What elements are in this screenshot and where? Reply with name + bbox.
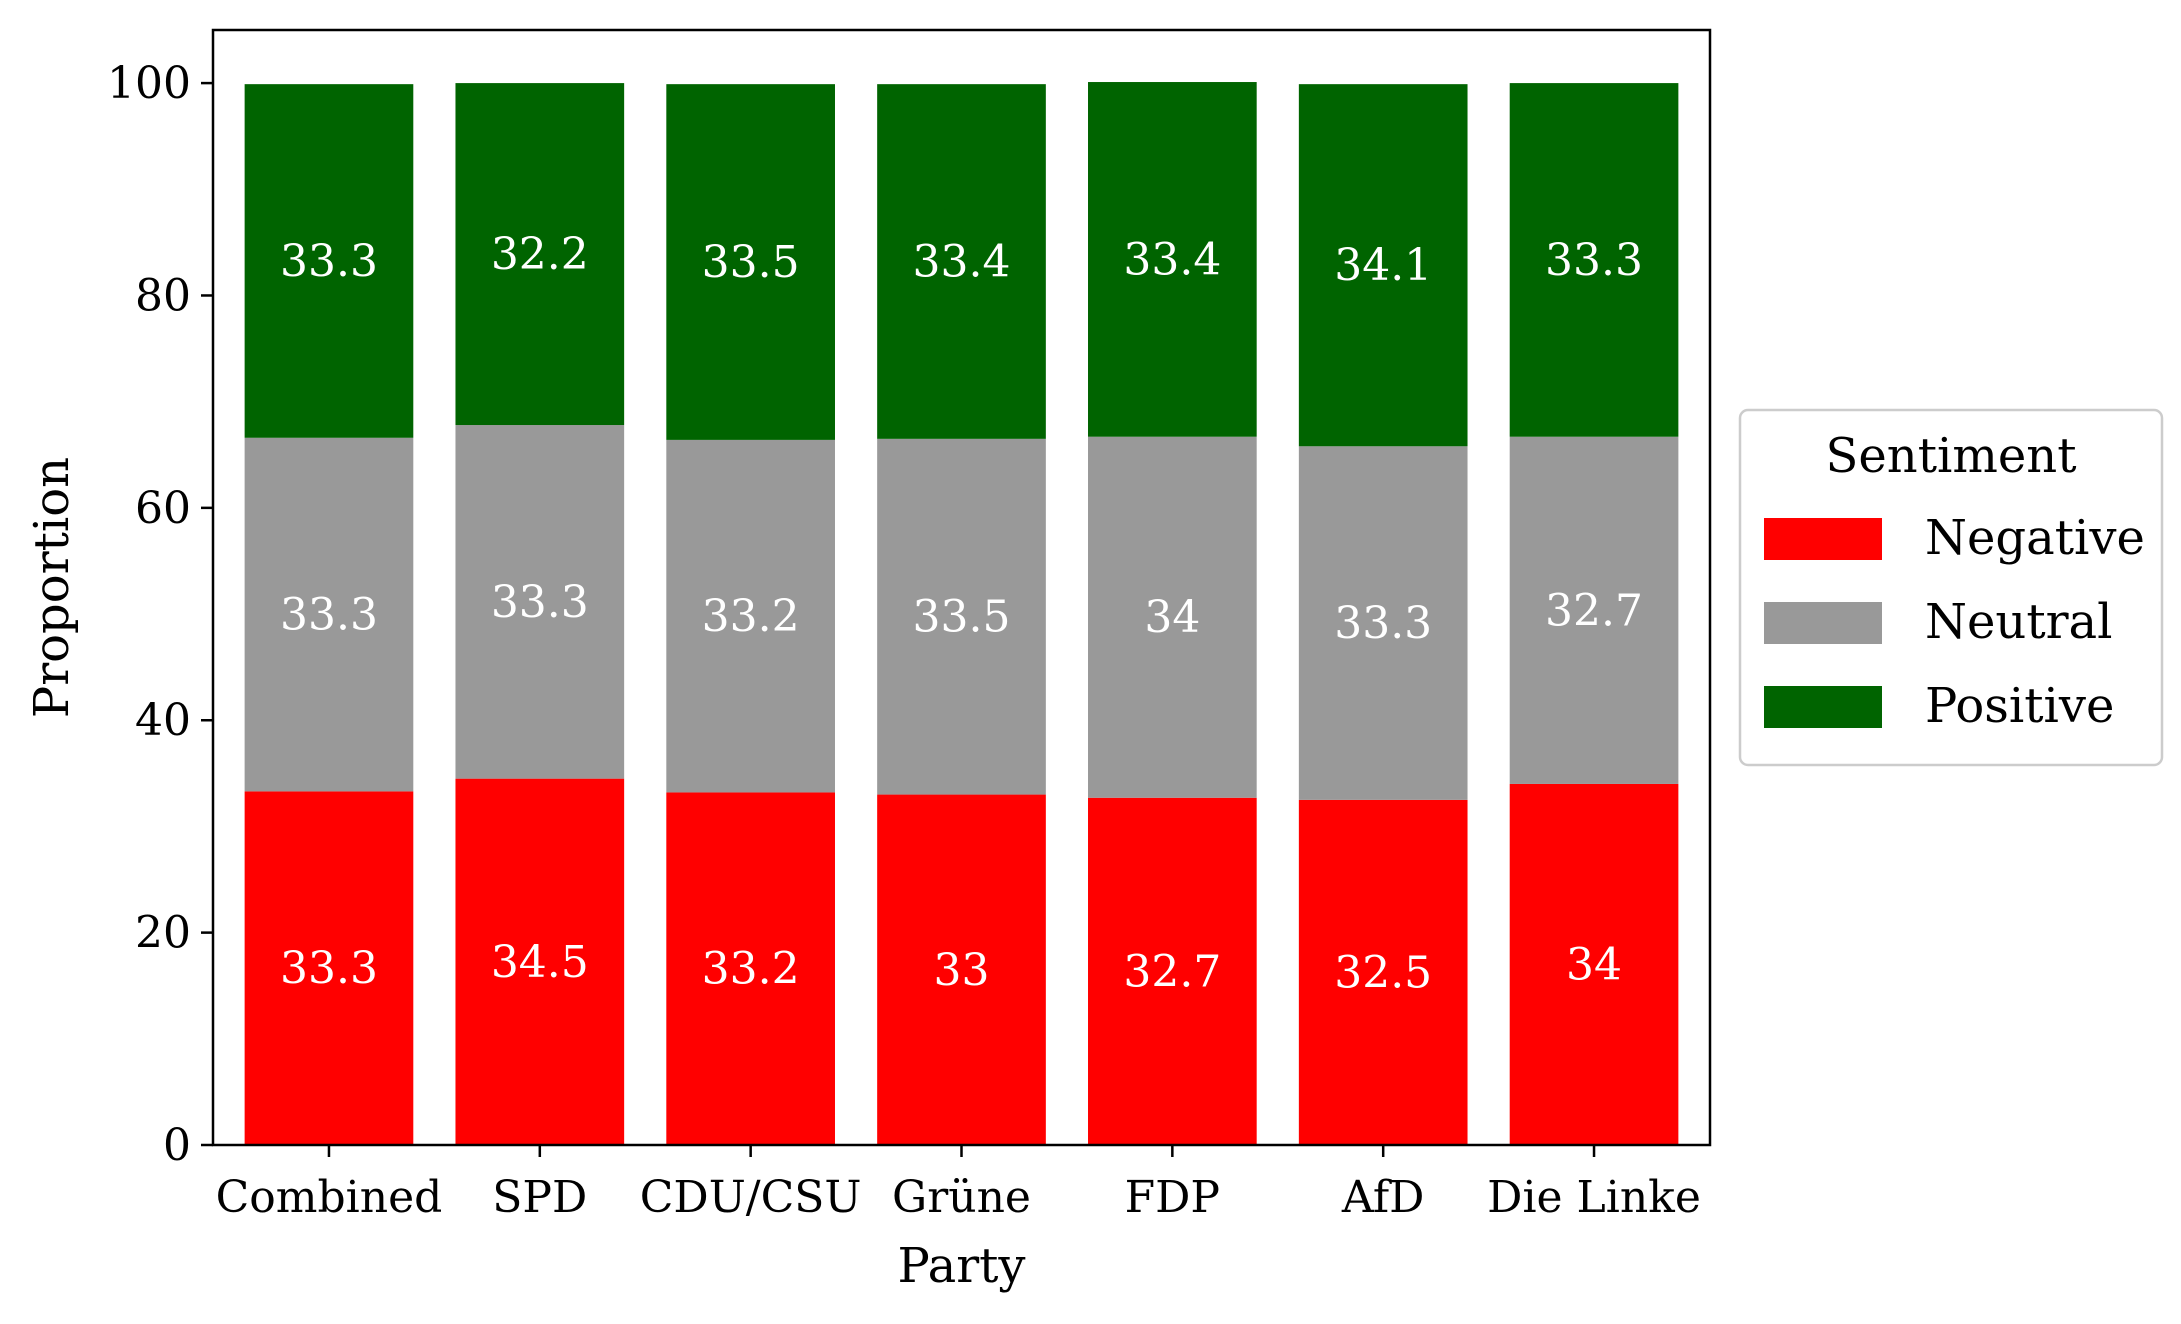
- bar-label-negative-3: 33: [934, 945, 990, 996]
- y-axis-title: Proportion: [24, 457, 80, 718]
- bar-positive-5: [1298, 84, 1468, 447]
- bar-label-neutral-3: 33.5: [913, 592, 1011, 643]
- bar-label-neutral-2: 33.2: [702, 591, 800, 642]
- legend-swatch-neutral: [1764, 602, 1882, 644]
- bar-label-negative-2: 33.2: [702, 944, 800, 995]
- bar-label-negative-1: 34.5: [491, 937, 589, 988]
- x-tick-label-2: CDU/CSU: [640, 1172, 862, 1223]
- bar-negative-1: [455, 778, 625, 1145]
- bars-group: [244, 82, 1679, 1145]
- bar-positive-1: [455, 83, 625, 426]
- legend-label-neutral: Neutral: [1925, 594, 2113, 650]
- bar-labels-group: 33.3 33.3 33.3 34.5 33.3 32.2 33.2 33.2 33.5 33 33…: [280, 229, 1643, 998]
- x-tick-label-5: AfD: [1341, 1172, 1425, 1223]
- bar-negative-6: [1509, 783, 1679, 1145]
- bar-negative-5: [1298, 799, 1468, 1145]
- bar-label-negative-0: 33.3: [280, 943, 378, 994]
- bar-neutral-1: [455, 425, 625, 779]
- legend-title: Sentiment: [1826, 428, 2077, 484]
- bar-label-neutral-0: 33.3: [280, 590, 378, 641]
- bar-negative-0: [244, 791, 414, 1145]
- bar-label-positive-2: 33.5: [702, 237, 800, 288]
- bar-positive-3: [877, 84, 1046, 439]
- legend-label-negative: Negative: [1925, 510, 2145, 566]
- bar-negative-2: [666, 792, 835, 1145]
- legend-swatch-positive: [1764, 686, 1882, 728]
- y-tick-label-4: 80: [135, 270, 191, 321]
- bar-neutral-0: [244, 437, 414, 792]
- x-tick-label-6: Die Linke: [1487, 1172, 1701, 1223]
- x-tick-label-3: Grüne: [892, 1172, 1031, 1223]
- legend: Sentiment Negative Neutral Positive: [1738, 408, 2164, 767]
- bar-positive-2: [666, 84, 835, 440]
- bar-label-neutral-4: 34: [1144, 592, 1200, 643]
- bar-positive-4: [1088, 82, 1257, 437]
- x-tick-label-1: SPD: [492, 1172, 587, 1223]
- legend-swatch-negative: [1764, 518, 1882, 560]
- y-tick-label-0: 0: [163, 1120, 191, 1171]
- bar-label-positive-3: 33.4: [913, 236, 1011, 287]
- x-tick-label-4: FDP: [1125, 1172, 1220, 1223]
- legend-frame: [1738, 408, 2164, 767]
- bar-neutral-5: [1298, 446, 1468, 800]
- bar-label-positive-4: 33.4: [1123, 234, 1221, 285]
- y-tick-label-1: 20: [135, 908, 191, 959]
- bar-positive-0: [244, 84, 414, 438]
- bar-neutral-4: [1088, 436, 1257, 798]
- y-tick-label-2: 40: [135, 695, 191, 746]
- bar-label-negative-4: 32.7: [1123, 946, 1221, 997]
- bar-label-neutral-5: 33.3: [1334, 598, 1432, 649]
- bar-label-positive-1: 32.2: [491, 229, 589, 280]
- x-tick-label-0: Combined: [216, 1172, 443, 1223]
- legend-label-positive: Positive: [1925, 678, 2114, 734]
- axes-group: 0 20 40 60 80 100 Combined SPD CDU/CSU Grüne FDP Af…: [107, 28, 1712, 1223]
- y-tick-label-5: 100: [107, 58, 191, 109]
- bar-negative-4: [1088, 797, 1257, 1145]
- bar-neutral-3: [877, 438, 1046, 795]
- bar-positive-6: [1509, 83, 1679, 437]
- bar-label-negative-5: 32.5: [1334, 947, 1432, 998]
- bar-label-positive-0: 33.3: [280, 236, 378, 287]
- legend-items: Negative Neutral Positive: [1764, 510, 2145, 734]
- bar-neutral-6: [1509, 436, 1679, 784]
- bar-negative-3: [877, 794, 1046, 1145]
- bar-label-positive-6: 33.3: [1545, 235, 1643, 286]
- bar-label-positive-5: 34.1: [1334, 240, 1432, 291]
- bar-label-neutral-1: 33.3: [491, 577, 589, 628]
- bar-neutral-2: [666, 439, 835, 793]
- bar-label-neutral-6: 32.7: [1545, 585, 1643, 636]
- y-tick-label-3: 60: [135, 483, 191, 534]
- bar-label-negative-6: 34: [1566, 939, 1622, 990]
- x-axis-title: Party: [897, 1238, 1025, 1294]
